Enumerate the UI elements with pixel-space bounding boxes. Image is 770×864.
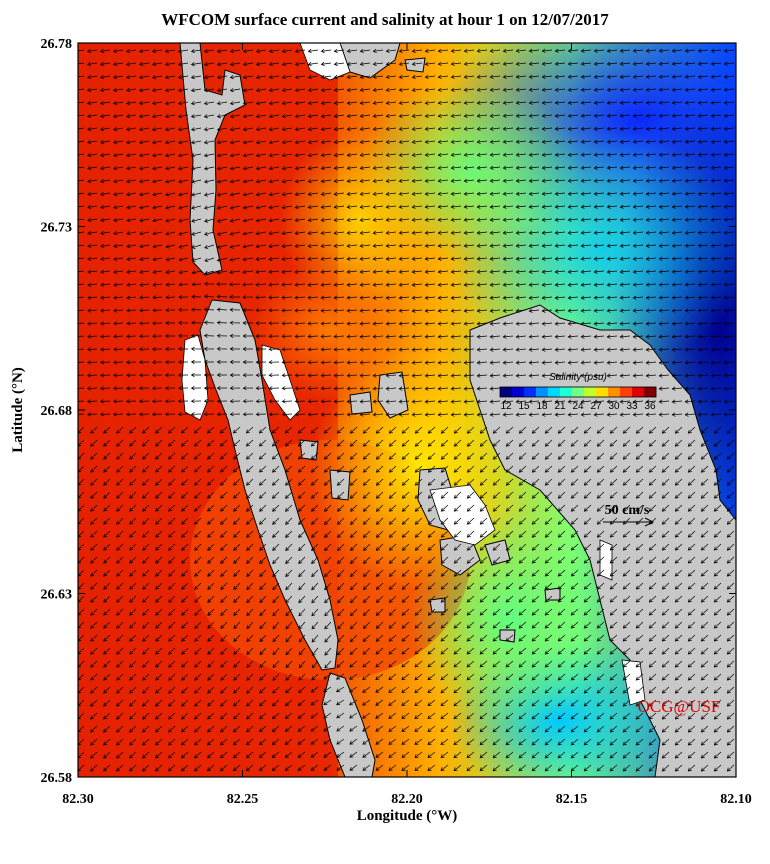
colorbar-border [499,386,657,398]
y-tick-label: 26.78 [41,37,73,52]
credit-label: OCG@USF [638,697,721,716]
island-4 [377,371,409,419]
colorbar-cell [500,387,513,397]
colorbar-tick-label: 33 [626,401,638,412]
map-title: WFCOM surface current and salinity at ho… [161,10,609,29]
colorbar-cell [644,387,657,397]
vector-arrows [78,48,735,772]
y-tick-label: 26.63 [41,588,73,603]
colorbar-cell [560,387,573,397]
x-tick-label: 82.30 [62,792,94,807]
island-top-2 [404,57,426,73]
scale-arrow-label: 50 cm/s [605,503,650,518]
island-6 [544,587,561,601]
colorbar-cell [524,387,537,397]
colorbar-cell [512,387,525,397]
colorbar-tick-label: 24 [572,401,584,412]
colorbar-tick-label: 18 [536,401,548,412]
colorbar-cell [584,387,597,397]
barrier-island-north [179,43,246,276]
enclosed-water [181,43,646,706]
salinity-colorbar: Salinity (psu) 12 15 18 21 24 27 30 33 36 [499,372,657,412]
scale-arrow-head [644,517,655,527]
colorbar-cell [620,387,633,397]
x-tick-label: 82.15 [556,792,588,807]
x-tick-label: 82.10 [720,792,752,807]
velocity-scale: 50 cm/s [603,503,655,527]
x-tick-label: 82.20 [391,792,423,807]
y-tick-label: 26.73 [41,221,73,236]
colorbar-title: Salinity (psu) [549,372,607,383]
island-1 [299,439,319,461]
current-vectors [78,48,735,772]
y-axis [78,42,736,778]
colorbar-cell [572,387,585,397]
colorbar-cell [596,387,609,397]
colorbar-cell [608,387,621,397]
colorbar-cell [632,387,645,397]
colorbar-tick-label: 12 [500,401,512,412]
colorbar-cell [536,387,549,397]
colorbar-tick-label: 36 [644,401,656,412]
y-axis-title: Latitude (°N) [10,367,26,453]
x-axis-title: Longitude (°W) [357,808,458,824]
island-5 [429,597,446,613]
barrier-island-middle [199,299,339,671]
y-tick-label: 26.68 [41,404,73,419]
colorbar-tick-label: 21 [554,401,566,412]
island-2 [349,391,373,415]
x-axis [77,43,737,777]
colorbar-cell [548,387,561,397]
y-tick-label: 26.58 [41,771,73,786]
colorbar-tick-label: 27 [590,401,602,412]
colorbar-tick-label: 30 [608,401,620,412]
x-tick-label: 82.25 [227,792,259,807]
colorbar-tick-label: 15 [518,401,530,412]
island-7 [499,629,516,643]
